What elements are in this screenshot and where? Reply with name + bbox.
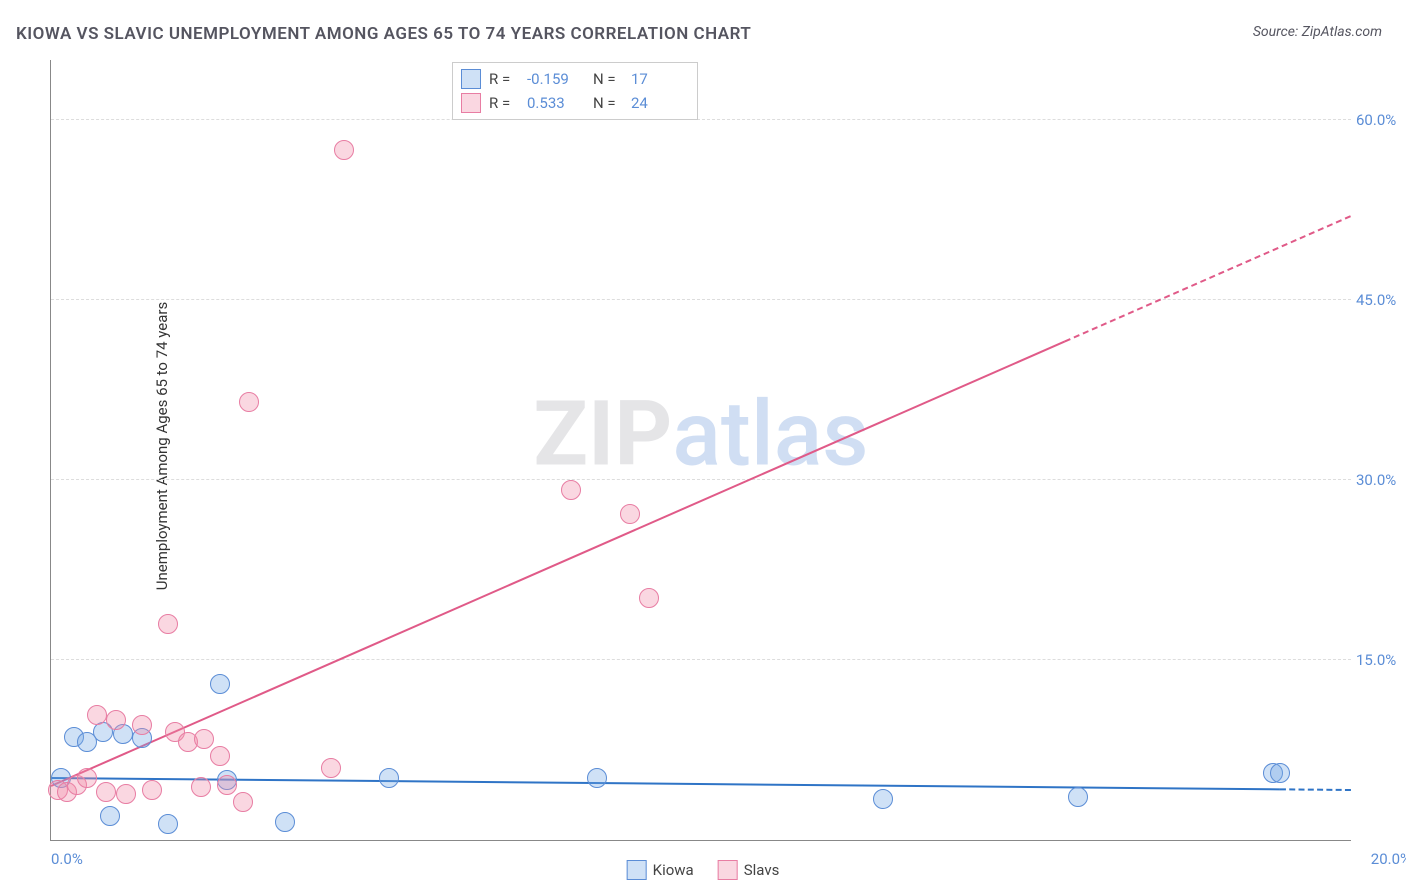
data-point-slavs [210,746,230,766]
data-point-slavs [116,784,136,804]
data-point-slavs [217,775,237,795]
data-point-slavs [132,715,152,735]
data-point-kiowa [100,806,120,826]
data-point-slavs [639,588,659,608]
y-tick-label: 30.0% [1356,471,1406,489]
data-point-slavs [158,614,178,634]
data-point-slavs [106,710,126,730]
watermark: ZIPatlas [533,382,868,487]
gridline-h [51,479,1351,480]
gridline-h [51,659,1351,660]
source-attribution: Source: ZipAtlas.com [1253,24,1382,40]
swatch-kiowa [461,69,481,89]
series-legend: Kiowa Slavs [627,860,780,880]
gridline-h [51,119,1351,120]
chart-title: KIOWA VS SLAVIC UNEMPLOYMENT AMONG AGES … [16,24,751,44]
y-tick-label: 60.0% [1356,111,1406,129]
y-tick-label: 15.0% [1356,651,1406,669]
swatch-slavs-icon [718,860,738,880]
data-point-slavs [334,140,354,160]
legend-row-slavs: R = 0.533 N = 24 [461,91,689,115]
data-point-slavs [233,792,253,812]
data-point-slavs [96,782,116,802]
plot-area: ZIPatlas 15.0%30.0%45.0%60.0%0.0%20.0% [50,60,1351,841]
data-point-slavs [321,758,341,778]
legend-row-kiowa: R = -0.159 N = 17 [461,67,689,91]
data-point-slavs [561,480,581,500]
swatch-slavs [461,93,481,113]
chart-container: KIOWA VS SLAVIC UNEMPLOYMENT AMONG AGES … [0,0,1406,892]
y-tick-label: 45.0% [1356,291,1406,309]
data-point-slavs [87,705,107,725]
trendline-slavs [51,216,1351,786]
data-point-kiowa [587,768,607,788]
data-point-kiowa [379,768,399,788]
data-point-slavs [239,392,259,412]
x-tick-label: 0.0% [51,850,83,868]
data-point-kiowa [158,814,178,834]
data-point-slavs [191,777,211,797]
data-point-slavs [194,729,214,749]
correlation-legend: R = -0.159 N = 17 R = 0.533 N = 24 [452,62,698,120]
data-point-slavs [142,780,162,800]
data-point-kiowa [210,674,230,694]
legend-item-kiowa: Kiowa [627,860,694,880]
swatch-kiowa-icon [627,860,647,880]
data-point-kiowa [1068,787,1088,807]
data-point-slavs [620,504,640,524]
x-tick-label: 20.0% [1356,850,1406,868]
trendline-kiowa [51,778,1351,790]
legend-item-slavs: Slavs [718,860,780,880]
data-point-kiowa [1270,763,1290,783]
data-point-slavs [77,768,97,788]
data-point-kiowa [873,789,893,809]
data-point-kiowa [275,812,295,832]
